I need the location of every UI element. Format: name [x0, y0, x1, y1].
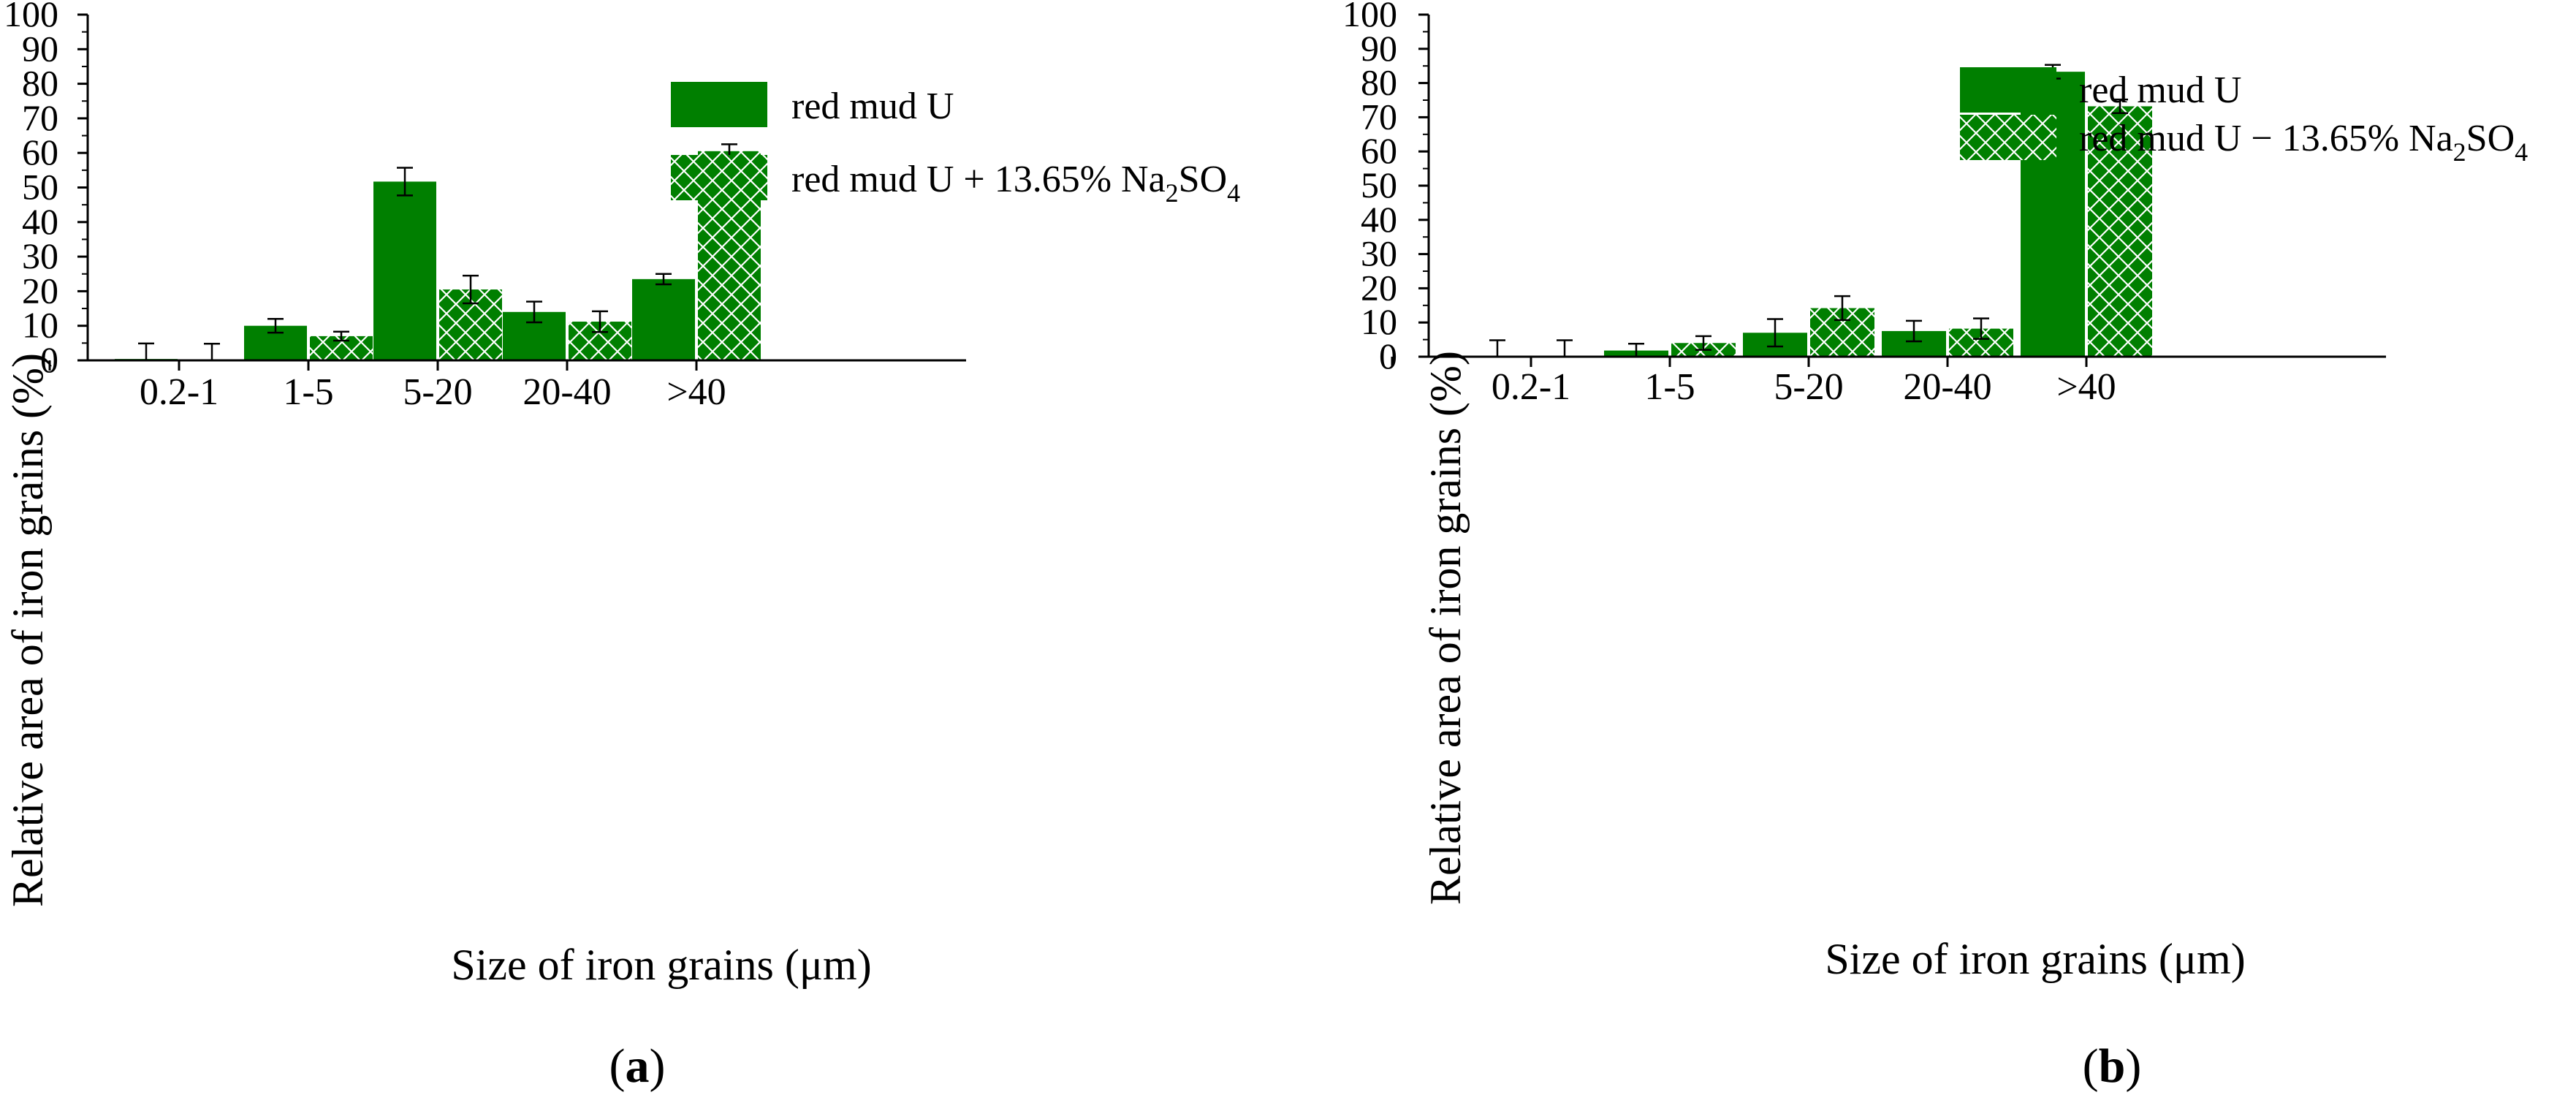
legend: red mud U red mud U + 13.65% Na2SO4	[671, 82, 1240, 208]
legend-entry-1: red mud U	[791, 86, 954, 127]
error-bar-solid-4	[656, 273, 672, 286]
legend: red mud U red mud U − 13.65% Na2SO4	[1960, 67, 2528, 167]
error-bar-solid-2	[397, 167, 413, 197]
x-tick-label: 1-5	[283, 371, 333, 413]
bar-solid-4	[632, 278, 695, 360]
x-axis-label: Size of iron grains (μm)	[1825, 935, 2245, 983]
y-tick-label: 10	[1361, 301, 1397, 342]
error-bar-hatched-0	[204, 343, 220, 362]
y-tick-label: 90	[1361, 28, 1397, 69]
x-tick-label: 20-40	[523, 371, 611, 413]
legend-entry-1: red mud U	[2079, 69, 2241, 111]
error-bar-hatched-4	[2112, 98, 2128, 115]
legend-swatch-solid	[1960, 67, 2056, 113]
x-axis-label: Size of iron grains (μm)	[451, 941, 871, 989]
bar-hatched-4	[2088, 106, 2152, 357]
legend-entry-2: red mud U − 13.65% Na2SO4	[2079, 118, 2528, 167]
x-tick-label: 5-20	[1774, 366, 1843, 408]
error-bar-hatched-0	[1557, 339, 1573, 358]
error-bar-hatched-2	[463, 274, 479, 305]
legend-swatch-hatched	[671, 155, 767, 200]
y-tick-label: 80	[22, 63, 58, 104]
error-bar-solid-3	[526, 300, 542, 324]
y-tick-label: 0	[1379, 336, 1397, 376]
error-bar-solid-0	[1489, 339, 1505, 358]
x-tick-label: >40	[666, 371, 726, 413]
error-bar-solid-3	[1906, 319, 1922, 343]
x-tick-label: >40	[2056, 366, 2116, 408]
y-tick-label: 80	[1361, 62, 1397, 103]
y-tick-label: 30	[1361, 233, 1397, 274]
error-bar-hatched-3	[592, 310, 608, 333]
legend-swatch-solid	[671, 82, 767, 127]
y-tick-label: 70	[1361, 96, 1397, 137]
y-tick-label: 70	[22, 97, 58, 138]
x-tick-label: 0.2-1	[1492, 366, 1570, 408]
bar-solid-4	[2021, 72, 2085, 357]
panel-label-b: (b)	[2083, 1039, 2142, 1093]
y-tick-label: 100	[4, 0, 58, 34]
y-tick-label: 60	[22, 132, 58, 173]
error-bar-hatched-1	[1695, 335, 1711, 351]
error-bar-solid-0	[138, 342, 154, 362]
x-tick-label: 20-40	[1903, 366, 1991, 408]
y-tick-label: 40	[22, 201, 58, 242]
y-tick-label: 90	[22, 28, 58, 69]
y-axis-label: Relative area of iron grains (%)	[4, 353, 52, 907]
y-tick-label: 20	[22, 270, 58, 311]
error-bar-hatched-2	[1834, 295, 1850, 322]
y-tick-label: 50	[1361, 164, 1397, 205]
y-tick-label: 20	[1361, 267, 1397, 308]
y-tick-label: 50	[22, 167, 58, 208]
y-tick-label: 10	[22, 305, 58, 346]
y-tick-label: 60	[1361, 130, 1397, 171]
y-tick-label: 30	[22, 235, 58, 276]
error-bar-hatched-1	[333, 330, 349, 342]
y-axis-label: Relative area of iron grains (%)	[1421, 351, 1470, 905]
error-bar-solid-2	[1767, 318, 1783, 348]
y-tick-label: 0	[40, 339, 58, 380]
legend-entry-2: red mud U + 13.65% Na2SO4	[791, 159, 1240, 208]
x-tick-label: 1-5	[1644, 366, 1695, 408]
x-tick-label: 5-20	[403, 371, 472, 413]
error-bar-hatched-3	[1973, 317, 1989, 340]
y-tick-label: 40	[1361, 199, 1397, 240]
bars-panel-a	[115, 143, 761, 362]
legend-swatch-hatched	[1960, 115, 2056, 160]
y-tick-label: 100	[1342, 0, 1397, 34]
panel-label-a: (a)	[609, 1039, 666, 1093]
x-tick-label: 0.2-1	[140, 371, 219, 413]
bar-solid-2	[373, 181, 436, 360]
error-bar-solid-1	[267, 317, 284, 334]
